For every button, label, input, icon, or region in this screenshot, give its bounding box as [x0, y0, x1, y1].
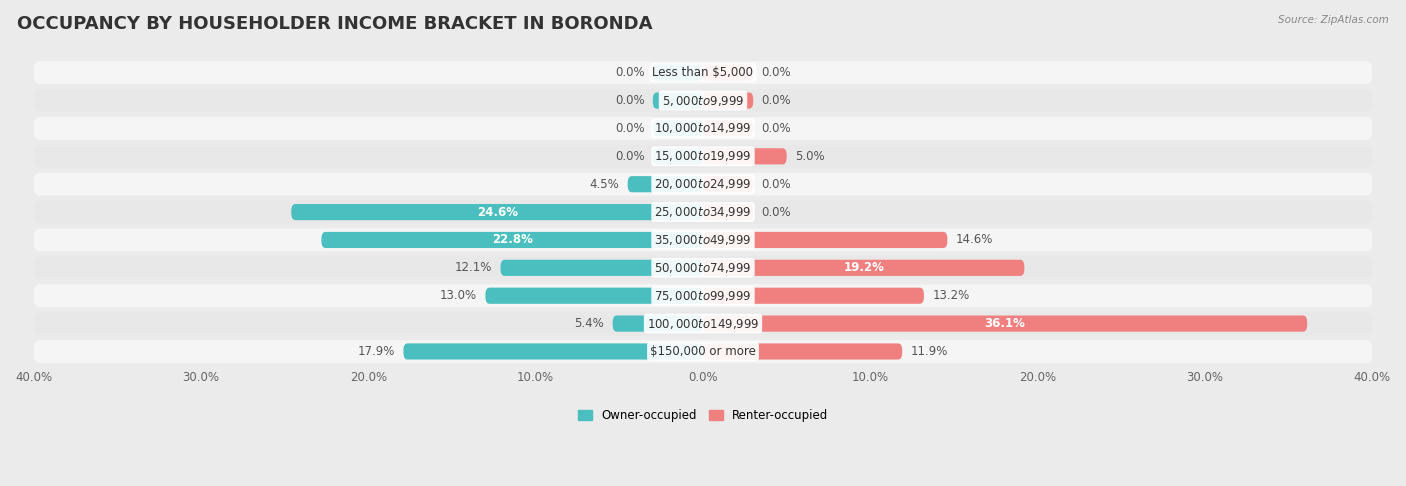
Text: 14.6%: 14.6%	[956, 233, 993, 246]
FancyBboxPatch shape	[613, 315, 703, 331]
FancyBboxPatch shape	[34, 228, 1372, 251]
Text: 0.0%: 0.0%	[762, 178, 792, 191]
FancyBboxPatch shape	[34, 257, 1372, 279]
FancyBboxPatch shape	[703, 176, 754, 192]
FancyBboxPatch shape	[34, 312, 1372, 335]
FancyBboxPatch shape	[703, 65, 754, 81]
Text: 0.0%: 0.0%	[614, 122, 644, 135]
FancyBboxPatch shape	[485, 288, 703, 304]
Text: 0.0%: 0.0%	[614, 66, 644, 79]
Text: 0.0%: 0.0%	[762, 206, 792, 219]
FancyBboxPatch shape	[34, 89, 1372, 112]
Text: 17.9%: 17.9%	[357, 345, 395, 358]
FancyBboxPatch shape	[703, 121, 754, 137]
Text: $25,000 to $34,999: $25,000 to $34,999	[654, 205, 752, 219]
Text: 4.5%: 4.5%	[589, 178, 619, 191]
FancyBboxPatch shape	[703, 315, 1308, 331]
Text: $75,000 to $99,999: $75,000 to $99,999	[654, 289, 752, 303]
FancyBboxPatch shape	[34, 173, 1372, 196]
FancyBboxPatch shape	[627, 176, 703, 192]
Text: 24.6%: 24.6%	[477, 206, 517, 219]
Text: 22.8%: 22.8%	[492, 233, 533, 246]
FancyBboxPatch shape	[652, 148, 703, 164]
Text: 0.0%: 0.0%	[614, 150, 644, 163]
FancyBboxPatch shape	[703, 288, 924, 304]
FancyBboxPatch shape	[703, 148, 787, 164]
Text: 0.0%: 0.0%	[762, 66, 792, 79]
FancyBboxPatch shape	[404, 344, 703, 360]
Text: $100,000 to $149,999: $100,000 to $149,999	[647, 316, 759, 330]
FancyBboxPatch shape	[652, 65, 703, 81]
FancyBboxPatch shape	[322, 232, 703, 248]
FancyBboxPatch shape	[34, 145, 1372, 168]
Text: 0.0%: 0.0%	[762, 122, 792, 135]
Text: $20,000 to $24,999: $20,000 to $24,999	[654, 177, 752, 191]
FancyBboxPatch shape	[501, 260, 703, 276]
Text: 36.1%: 36.1%	[984, 317, 1025, 330]
FancyBboxPatch shape	[703, 232, 948, 248]
FancyBboxPatch shape	[34, 201, 1372, 224]
Text: Source: ZipAtlas.com: Source: ZipAtlas.com	[1278, 15, 1389, 25]
FancyBboxPatch shape	[34, 284, 1372, 307]
FancyBboxPatch shape	[34, 61, 1372, 84]
FancyBboxPatch shape	[34, 340, 1372, 363]
Legend: Owner-occupied, Renter-occupied: Owner-occupied, Renter-occupied	[572, 404, 834, 427]
Text: 0.0%: 0.0%	[762, 94, 792, 107]
Text: $50,000 to $74,999: $50,000 to $74,999	[654, 261, 752, 275]
Text: Less than $5,000: Less than $5,000	[652, 66, 754, 79]
FancyBboxPatch shape	[703, 260, 1025, 276]
Text: 0.0%: 0.0%	[614, 94, 644, 107]
FancyBboxPatch shape	[703, 344, 903, 360]
Text: 5.0%: 5.0%	[794, 150, 825, 163]
Text: $150,000 or more: $150,000 or more	[650, 345, 756, 358]
Text: OCCUPANCY BY HOUSEHOLDER INCOME BRACKET IN BORONDA: OCCUPANCY BY HOUSEHOLDER INCOME BRACKET …	[17, 15, 652, 33]
FancyBboxPatch shape	[652, 92, 703, 109]
Text: $5,000 to $9,999: $5,000 to $9,999	[662, 94, 744, 107]
Text: 12.1%: 12.1%	[454, 261, 492, 274]
FancyBboxPatch shape	[703, 92, 754, 109]
FancyBboxPatch shape	[652, 121, 703, 137]
Text: $35,000 to $49,999: $35,000 to $49,999	[654, 233, 752, 247]
FancyBboxPatch shape	[34, 117, 1372, 140]
Text: 19.2%: 19.2%	[844, 261, 884, 274]
FancyBboxPatch shape	[703, 204, 754, 220]
FancyBboxPatch shape	[291, 204, 703, 220]
Text: 13.2%: 13.2%	[932, 289, 970, 302]
Text: 13.0%: 13.0%	[440, 289, 477, 302]
Text: $15,000 to $19,999: $15,000 to $19,999	[654, 149, 752, 163]
Text: 11.9%: 11.9%	[911, 345, 948, 358]
Text: $10,000 to $14,999: $10,000 to $14,999	[654, 122, 752, 136]
Text: 5.4%: 5.4%	[575, 317, 605, 330]
